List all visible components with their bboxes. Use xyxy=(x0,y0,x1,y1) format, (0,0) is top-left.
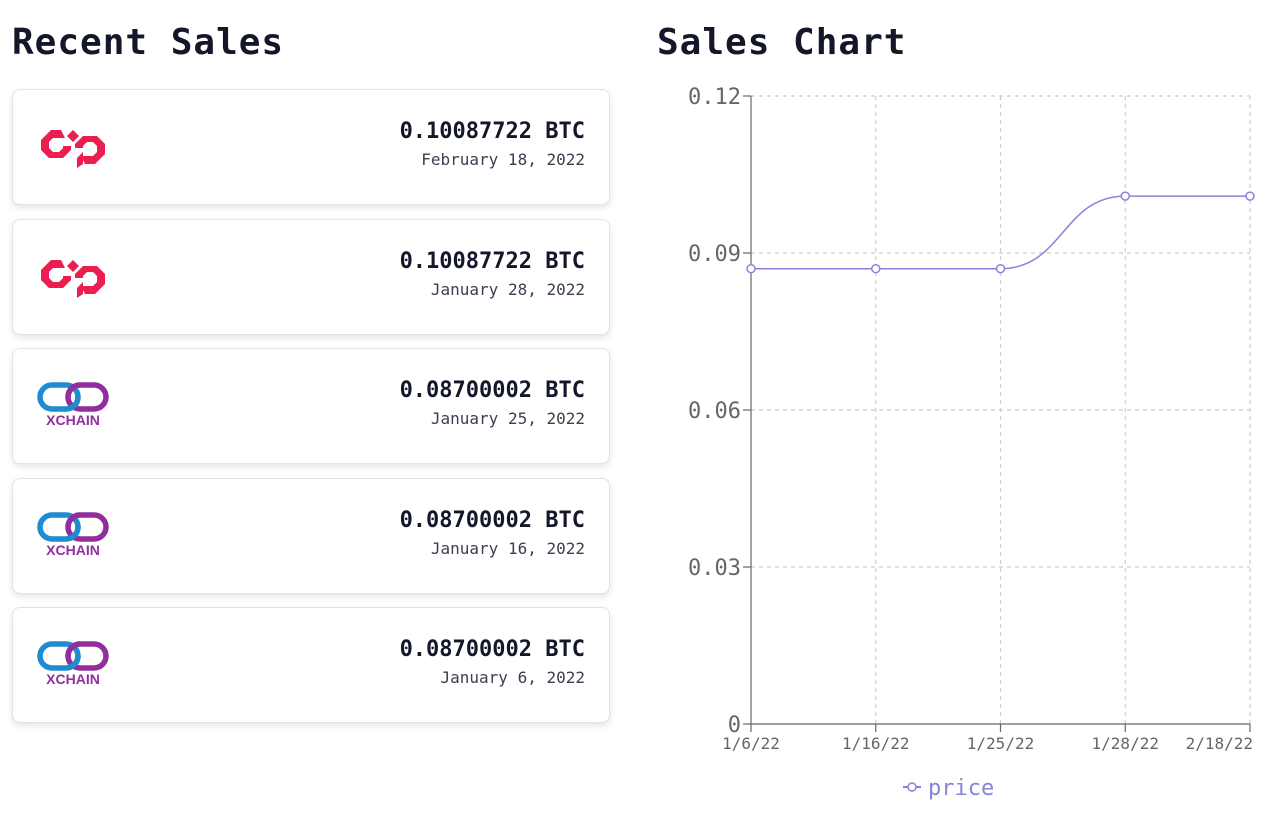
y-tick-label: 0.12 xyxy=(688,85,741,110)
x-tick-label: 1/16/22 xyxy=(842,734,909,753)
legend-label: price xyxy=(928,776,994,801)
xchain-logo: XCHAIN xyxy=(37,640,109,690)
sale-card[interactable]: XCHAIN 0.08700002 BTC January 25, 2022 xyxy=(12,348,610,464)
sale-card[interactable]: XCHAIN 0.08700002 BTC January 16, 2022 xyxy=(12,477,610,594)
sale-info: 0.10087722 BTC February 18, 2022 xyxy=(400,118,585,172)
y-tick-label: 0.06 xyxy=(688,399,741,424)
x-tick-label: 1/25/22 xyxy=(967,734,1034,753)
sale-card[interactable]: 0.10087722 BTC February 18, 2022 xyxy=(12,89,610,205)
legend-marker-icon xyxy=(907,782,917,792)
xchain-logo: XCHAIN xyxy=(37,381,109,431)
price-data-point xyxy=(746,263,756,274)
y-tick-label: 0.03 xyxy=(688,556,741,581)
counterparty-logo-icon xyxy=(41,130,105,168)
x-tick-label: 1/28/22 xyxy=(1092,734,1159,753)
x-tick-label: 1/6/22 xyxy=(722,734,780,753)
sale-price: 0.08700002 BTC xyxy=(399,378,585,403)
sale-info: 0.08700002 BTC January 16, 2022 xyxy=(400,507,585,561)
sale-date: January 25, 2022 xyxy=(430,409,585,428)
sale-date: January 28, 2022 xyxy=(430,279,585,299)
svg-text:XCHAIN: XCHAIN xyxy=(46,412,100,428)
y-tick-label: 0 xyxy=(728,713,741,738)
price-data-point xyxy=(871,263,881,274)
price-data-point xyxy=(1120,191,1130,201)
svg-text:XCHAIN: XCHAIN xyxy=(46,671,100,687)
sales-chart: 0 0.03 0.06 0.09 0.12 1/6/22 1/16/22 1/25/22 1/2… xyxy=(655,80,1275,820)
sales-chart-title: Sales Chart xyxy=(657,22,907,63)
sale-price: 0.08700002 BTC xyxy=(399,637,585,662)
recent-sales-title: Recent Sales xyxy=(12,22,285,63)
sales-chart-svg: 0 0.03 0.06 0.09 0.12 1/6/22 1/16/22 1/25/22 1/2… xyxy=(688,85,1255,801)
counterparty-logo xyxy=(37,122,109,172)
counterparty-logo-icon xyxy=(41,259,105,298)
sale-date: February 18, 2022 xyxy=(421,150,585,169)
sale-info: 0.08700002 BTC January 25, 2022 xyxy=(400,377,585,431)
y-tick-label: 0.09 xyxy=(688,242,741,267)
sale-price: 0.08700002 BTC xyxy=(399,507,585,533)
counterparty-logo xyxy=(37,252,109,302)
sale-info: 0.10087722 BTC January 28, 2022 xyxy=(400,248,585,302)
price-data-point xyxy=(1245,191,1255,201)
sale-card[interactable]: XCHAIN 0.08700002 BTC January 6, 2022 xyxy=(12,607,610,723)
price-series-line xyxy=(751,195,1250,270)
xchain-logo-icon: XCHAIN xyxy=(37,641,109,687)
xchain-logo: XCHAIN xyxy=(37,511,109,561)
recent-sales-list: 0.10087722 BTC February 18, 2022 0.100877… xyxy=(12,89,610,737)
price-data-point xyxy=(995,263,1006,274)
svg-text:XCHAIN: XCHAIN xyxy=(46,542,100,558)
sale-price: 0.10087722 BTC xyxy=(399,248,585,274)
sale-date: January 6, 2022 xyxy=(440,668,586,687)
sale-price: 0.10087722 BTC xyxy=(399,119,585,144)
x-tick-label: 2/18/22 xyxy=(1186,734,1253,753)
sale-info: 0.08700002 BTC January 6, 2022 xyxy=(400,636,585,690)
xchain-logo-icon: XCHAIN xyxy=(37,382,109,428)
sale-card[interactable]: 0.10087722 BTC January 28, 2022 xyxy=(12,218,610,335)
sale-date: January 16, 2022 xyxy=(430,538,585,558)
xchain-logo-icon: XCHAIN xyxy=(37,511,109,558)
